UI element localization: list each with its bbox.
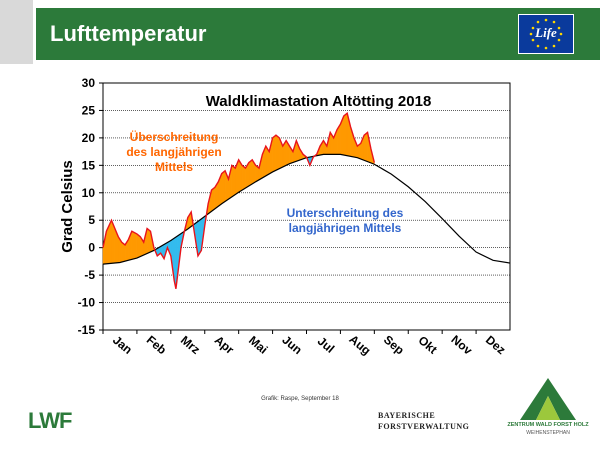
above-mean-fill [272, 134, 277, 173]
x-tick-label: Mai [246, 333, 270, 357]
y-tick-label: -5 [84, 268, 95, 282]
y-tick-label: 30 [82, 76, 96, 90]
eu-life-logo: Life [518, 14, 574, 54]
bayern-line1: BAYERISCHE [378, 411, 436, 420]
zentrum-logo: ZENTRUM WALD FORST HOLZ WEIHENSTEPHAN [498, 372, 598, 448]
x-tick-label: Apr [212, 333, 237, 357]
above-mean-fill [211, 186, 216, 212]
above-mean-fill [343, 112, 348, 156]
x-tick-label: Feb [144, 333, 169, 357]
x-tick-label: Aug [347, 332, 374, 358]
actual-temperature-line [102, 111, 376, 289]
above-mean-fill [275, 134, 280, 171]
above-mean-fill [131, 230, 138, 260]
x-tick-label: Nov [449, 332, 476, 358]
y-tick-label: 25 [82, 103, 96, 117]
above-mean-fill [231, 164, 236, 198]
x-tick-label: Jan [110, 333, 135, 357]
y-tick-label: -15 [78, 323, 96, 337]
eu-stars-icon [529, 18, 563, 50]
y-tick-label: 15 [82, 158, 96, 172]
above-mean-fill [363, 131, 368, 162]
zentrum-line2: WEIHENSTEPHAN [526, 430, 570, 436]
x-tick-label: Jul [315, 334, 337, 356]
below-mean-annotation: Unterschreitung des [287, 206, 404, 220]
slide-header: Lufttemperatur Life [0, 0, 600, 64]
above-mean-fill [136, 233, 141, 259]
plot-area [102, 82, 511, 331]
x-tick-label: Mrz [178, 333, 203, 357]
lwf-logo: LWF [28, 408, 72, 433]
chart-title: Waldklimastation Altötting 2018 [206, 93, 432, 110]
zentrum-emblem-icon [520, 378, 576, 420]
slide-title: Lufttemperatur [50, 21, 207, 46]
y-tick-label: 20 [82, 131, 96, 145]
y-axis-label: Grad Celsius [59, 160, 76, 253]
y-tick-label: 5 [88, 213, 95, 227]
y-tick-label: 10 [82, 186, 96, 200]
y-tick-label: -10 [78, 296, 96, 310]
above-mean-annotation: des langjährigen [126, 145, 221, 159]
y-tick-label: 0 [88, 241, 95, 255]
above-mean-fill [146, 227, 151, 254]
x-tick-label: Jun [279, 333, 304, 357]
below-mean-annotation: langjährigen Mittels [289, 221, 402, 235]
x-tick-label: Okt [416, 333, 440, 357]
above-mean-annotation: Überschreitung [130, 129, 219, 144]
eu-life-text: Life [535, 25, 557, 40]
x-tick-label: Dez [483, 333, 508, 357]
x-tick-label: Sep [381, 332, 407, 357]
above-mean-fill [241, 164, 246, 191]
temperature-chart: -15 -10 -5 0 5 10 15 20 25 30 Jan Feb Mrz Apr Mai Jun Ju… [59, 76, 511, 358]
above-mean-fill [221, 170, 226, 205]
bayerische-forstverwaltung-logo: BAYERISCHE FORSTVERWALTUNG [378, 410, 482, 432]
above-mean-fill [248, 159, 253, 187]
bayern-line2: FORSTVERWALTUNG [378, 422, 470, 431]
header-bar: Lufttemperatur [36, 8, 600, 60]
header-tab [0, 0, 33, 64]
zentrum-line1: ZENTRUM WALD FORST HOLZ [507, 422, 589, 428]
chart-credit: Grafik: Raspe, September 18 [261, 396, 339, 402]
above-mean-annotation: Mittels [155, 160, 193, 174]
